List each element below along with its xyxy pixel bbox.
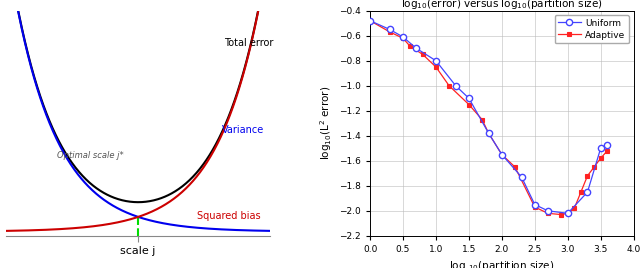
Adaptive <box>577 191 585 194</box>
Uniform <box>604 143 611 146</box>
Adaptive <box>445 84 453 87</box>
Uniform <box>432 59 440 62</box>
Uniform <box>452 84 460 87</box>
Adaptive <box>406 44 413 47</box>
Uniform <box>518 176 525 179</box>
Adaptive <box>465 103 473 106</box>
Uniform <box>531 203 539 206</box>
Uniform <box>399 35 407 39</box>
Uniform <box>597 147 605 150</box>
Adaptive <box>531 206 539 209</box>
Title: log$_{10}$(error) versus log$_{10}$(partition size): log$_{10}$(error) versus log$_{10}$(part… <box>401 0 603 11</box>
Adaptive <box>485 132 493 135</box>
Uniform <box>366 19 374 22</box>
Adaptive <box>419 53 427 56</box>
Adaptive <box>399 37 407 40</box>
Adaptive <box>511 165 519 169</box>
Uniform <box>584 191 591 194</box>
Adaptive <box>604 149 611 152</box>
Uniform <box>498 153 506 156</box>
Adaptive <box>570 207 578 210</box>
Adaptive <box>544 212 552 215</box>
Legend: Uniform, Adaptive: Uniform, Adaptive <box>554 15 629 43</box>
Text: Variance: Variance <box>222 125 264 135</box>
Adaptive <box>386 30 394 34</box>
Adaptive <box>557 213 565 216</box>
Uniform <box>465 97 473 100</box>
Adaptive <box>478 118 486 121</box>
Adaptive <box>590 165 598 169</box>
Uniform <box>485 132 493 135</box>
Adaptive <box>498 153 506 156</box>
Line: Uniform: Uniform <box>367 18 611 217</box>
Uniform <box>564 212 572 215</box>
Y-axis label: log$_{10}$(L$^2$ error): log$_{10}$(L$^2$ error) <box>318 86 333 161</box>
Adaptive <box>432 65 440 69</box>
Line: Adaptive: Adaptive <box>367 18 610 217</box>
X-axis label: log $_{10}$(partition size): log $_{10}$(partition size) <box>449 259 554 268</box>
Adaptive <box>564 212 572 215</box>
Uniform <box>386 28 394 31</box>
Adaptive <box>366 19 374 22</box>
Text: Squared bias: Squared bias <box>197 211 261 221</box>
Uniform <box>412 47 420 50</box>
Adaptive <box>597 157 605 160</box>
Text: Optimal scale j*: Optimal scale j* <box>57 151 124 160</box>
Uniform <box>544 209 552 213</box>
Adaptive <box>584 174 591 177</box>
Text: Total error: Total error <box>224 39 274 49</box>
